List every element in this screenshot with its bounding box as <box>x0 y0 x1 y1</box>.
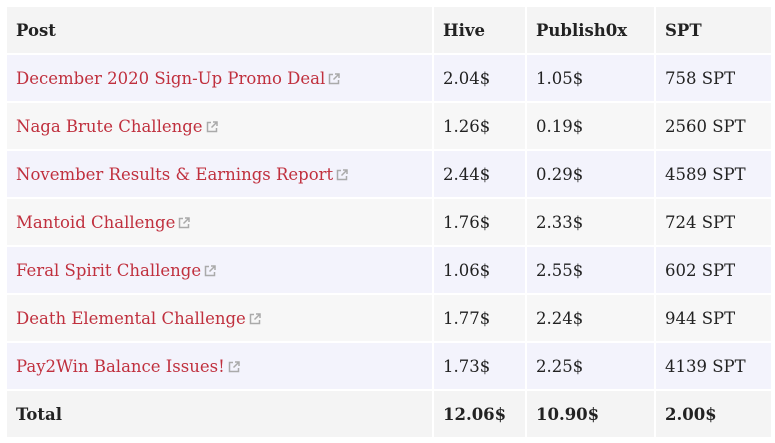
value-cell: 1.76$ <box>434 199 525 245</box>
value-cell: 758 SPT <box>656 55 771 101</box>
table-row: Feral Spirit Challenge 1.06$ 2.55$ 602 SPT <box>7 247 771 293</box>
post-cell: Pay2Win Balance Issues! <box>7 343 432 389</box>
post-cell: Feral Spirit Challenge <box>7 247 432 293</box>
post-link[interactable]: December 2020 Sign-Up Promo Deal <box>16 68 326 88</box>
value-cell: 602 SPT <box>656 247 771 293</box>
external-link-icon <box>204 264 216 276</box>
value-cell: 0.29$ <box>527 151 654 197</box>
external-link-icon <box>206 120 218 132</box>
post-link[interactable]: November Results & Earnings Report <box>16 164 334 184</box>
post-cell: December 2020 Sign-Up Promo Deal <box>7 55 432 101</box>
post-link[interactable]: Pay2Win Balance Issues! <box>16 356 225 376</box>
table-row: Naga Brute Challenge 1.26$ 0.19$ 2560 SPT <box>7 103 771 149</box>
post-cell: Mantoid Challenge <box>7 199 432 245</box>
external-link-icon <box>329 72 341 84</box>
value-cell: 2560 SPT <box>656 103 771 149</box>
header-row: Post Hive Publish0x SPT <box>7 7 771 53</box>
external-link-icon <box>336 168 348 180</box>
post-link[interactable]: Mantoid Challenge <box>16 212 176 232</box>
total-cell: 12.06$ <box>434 391 525 437</box>
value-cell: 0.19$ <box>527 103 654 149</box>
column-header: SPT <box>656 7 771 53</box>
earnings-table: Post Hive Publish0x SPT December 2020 Sign-… <box>5 5 773 439</box>
value-cell: 944 SPT <box>656 295 771 341</box>
value-cell: 2.04$ <box>434 55 525 101</box>
table-row: November Results & Earnings Report 2.44$ 0… <box>7 151 771 197</box>
value-cell: 2.24$ <box>527 295 654 341</box>
post-cell: Naga Brute Challenge <box>7 103 432 149</box>
value-cell: 4589 SPT <box>656 151 771 197</box>
total-cell: Total <box>7 391 432 437</box>
post-link[interactable]: Feral Spirit Challenge <box>16 260 202 280</box>
value-cell: 1.06$ <box>434 247 525 293</box>
table-row: Pay2Win Balance Issues! 1.73$ 2.25$ 4139 SP… <box>7 343 771 389</box>
total-cell: 10.90$ <box>527 391 654 437</box>
post-link[interactable]: Death Elemental Challenge <box>16 308 246 328</box>
post-link[interactable]: Naga Brute Challenge <box>16 116 203 136</box>
column-header: Post <box>7 7 432 53</box>
value-cell: 1.77$ <box>434 295 525 341</box>
value-cell: 2.55$ <box>527 247 654 293</box>
value-cell: 1.05$ <box>527 55 654 101</box>
value-cell: 2.44$ <box>434 151 525 197</box>
external-link-icon <box>249 312 261 324</box>
post-cell: Death Elemental Challenge <box>7 295 432 341</box>
external-link-icon <box>228 360 240 372</box>
column-header: Publish0x <box>527 7 654 53</box>
post-cell: November Results & Earnings Report <box>7 151 432 197</box>
value-cell: 724 SPT <box>656 199 771 245</box>
total-row: Total 12.06$ 10.90$ 2.00$ <box>7 391 771 437</box>
value-cell: 2.25$ <box>527 343 654 389</box>
value-cell: 2.33$ <box>527 199 654 245</box>
column-header: Hive <box>434 7 525 53</box>
table-row: Death Elemental Challenge 1.77$ 2.24$ 944 S… <box>7 295 771 341</box>
total-cell: 2.00$ <box>656 391 771 437</box>
value-cell: 1.26$ <box>434 103 525 149</box>
table-row: December 2020 Sign-Up Promo Deal 2.04$ 1.0… <box>7 55 771 101</box>
external-link-icon <box>179 216 191 228</box>
table-row: Mantoid Challenge 1.76$ 2.33$ 724 SPT <box>7 199 771 245</box>
value-cell: 4139 SPT <box>656 343 771 389</box>
value-cell: 1.73$ <box>434 343 525 389</box>
